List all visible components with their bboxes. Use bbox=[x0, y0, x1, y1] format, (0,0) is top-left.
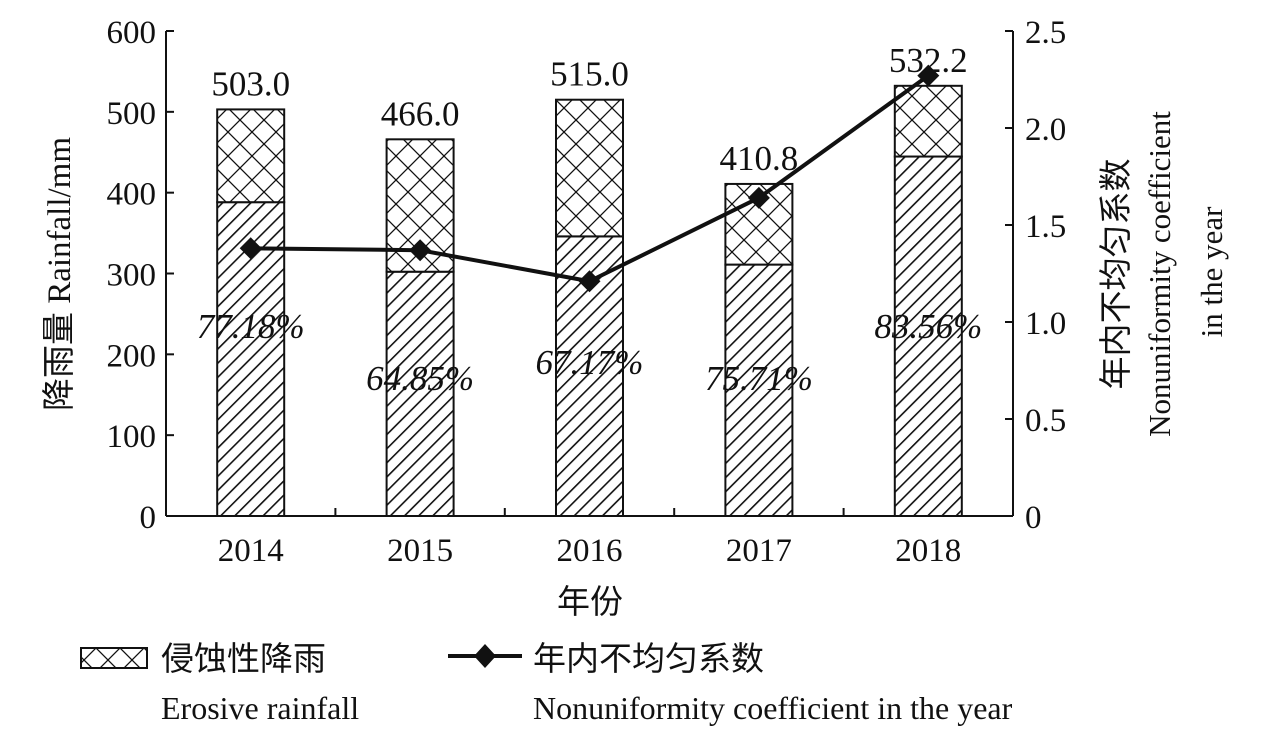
bar-segment-non-erosive bbox=[216, 108, 286, 204]
bar-segment-non-erosive bbox=[555, 98, 624, 238]
left-tick-label: 600 bbox=[107, 15, 157, 51]
right-tick-label: 2.0 bbox=[1025, 112, 1066, 148]
right-tick-label: 1.0 bbox=[1025, 306, 1066, 342]
bars-layer bbox=[216, 84, 963, 517]
ticks-layer: 0 100 200 300 400 500 600 0 0.5 1.0 1.5 2.0 2.5 bbox=[107, 15, 1067, 536]
right-tick-label: 1.5 bbox=[1025, 209, 1066, 245]
erosive-percent-label: 77.18% bbox=[197, 307, 305, 346]
y-axis-title-left: 降雨量 Rainfall/mm bbox=[41, 137, 78, 411]
left-tick-label: 0 bbox=[140, 500, 157, 536]
legend-erosive-label-en: Erosive rainfall bbox=[161, 690, 359, 726]
erosive-percent-label: 83.56% bbox=[874, 307, 982, 346]
bar-total-label: 515.0 bbox=[550, 55, 629, 94]
x-tick-label: 2018 bbox=[895, 533, 961, 569]
y-axis-title-right-cn: 年内不均匀系数 bbox=[1098, 159, 1135, 390]
left-tick-label: 100 bbox=[107, 419, 157, 455]
erosive-percent-label: 75.71% bbox=[705, 359, 813, 398]
legend-coef-label-cn: 年内不均匀系数 bbox=[533, 641, 764, 678]
bar-total-label: 410.8 bbox=[720, 139, 799, 178]
bar-segment-erosive bbox=[555, 235, 624, 517]
bar-total-label: 532.2 bbox=[889, 41, 968, 80]
x-tick-label: 2015 bbox=[387, 533, 453, 569]
right-tick-label: 0.5 bbox=[1025, 403, 1066, 439]
bar-total-label: 466.0 bbox=[381, 94, 460, 133]
nonuniformity-point bbox=[747, 186, 770, 209]
bar-segment-erosive bbox=[385, 270, 455, 517]
bar-total-label: 503.0 bbox=[211, 64, 290, 103]
nonuniformity-point bbox=[239, 237, 262, 260]
legend-coef-marker bbox=[474, 644, 496, 668]
y-axis-title-right-en-1: Nonuniformity coefficient bbox=[1142, 111, 1177, 437]
legend-erosive-label-cn: 侵蚀性降雨 bbox=[161, 641, 326, 678]
legend: 侵蚀性降雨 Erosive rainfall 年内不均匀系数 Nonunifor… bbox=[80, 641, 1013, 726]
nonuniformity-point bbox=[578, 270, 601, 293]
x-tick-label: 2016 bbox=[557, 533, 623, 569]
legend-coef-label-en: Nonuniformity coefficient in the year bbox=[533, 690, 1013, 726]
left-tick-label: 500 bbox=[107, 96, 157, 132]
nonuniformity-point bbox=[409, 239, 432, 262]
nonuniformity-point bbox=[917, 64, 940, 87]
labels-layer: 503.0 2014 466.0 2015 515.0 2016 410.8 2017 532.… bbox=[197, 41, 983, 569]
left-tick-label: 400 bbox=[107, 177, 157, 213]
bar-segment-non-erosive bbox=[893, 84, 963, 158]
x-tick-label: 2017 bbox=[726, 533, 792, 569]
erosive-percent-label: 64.85% bbox=[366, 359, 474, 398]
bar-segment-non-erosive bbox=[385, 138, 455, 273]
left-tick-label: 300 bbox=[107, 258, 157, 294]
x-axis-title: 年份 bbox=[557, 584, 623, 621]
right-tick-label: 0 bbox=[1025, 500, 1042, 536]
x-tick-label: 2014 bbox=[218, 533, 284, 569]
right-tick-label: 2.5 bbox=[1025, 15, 1066, 51]
y-axis-title-right-en-2: in the year bbox=[1194, 206, 1229, 338]
line-layer bbox=[239, 64, 940, 293]
legend-erosive-swatch bbox=[80, 647, 148, 669]
left-tick-label: 200 bbox=[107, 338, 157, 374]
erosive-percent-label: 67.17% bbox=[536, 343, 644, 382]
